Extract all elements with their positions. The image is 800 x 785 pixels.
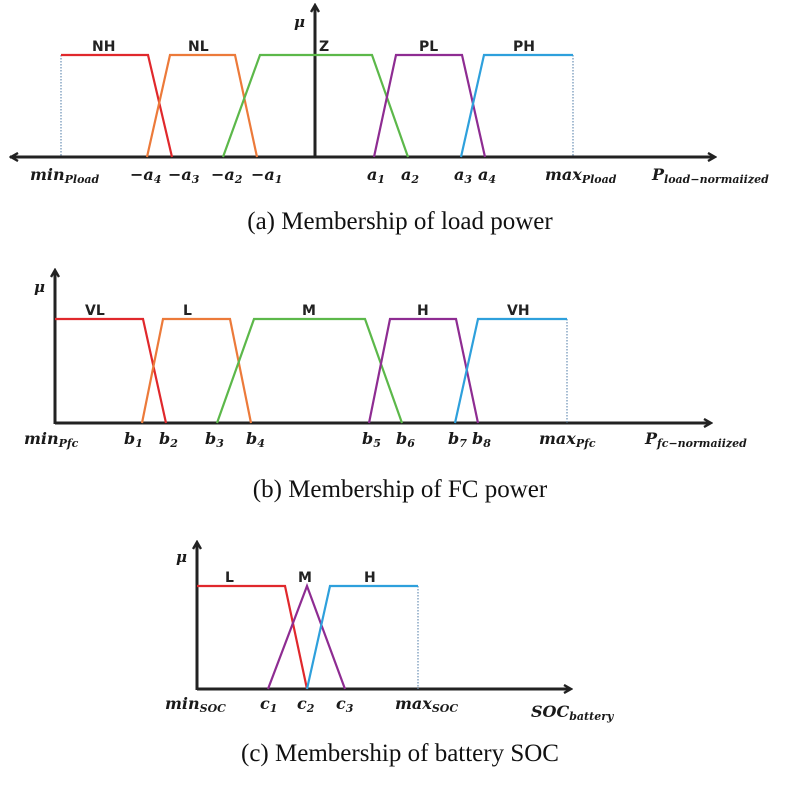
mf-m bbox=[215, 317, 404, 424]
mf-l bbox=[197, 584, 309, 690]
tick-min-pload: minPload bbox=[30, 165, 100, 186]
mu-label: μ bbox=[294, 13, 305, 31]
set-label-vh: VH bbox=[507, 303, 530, 319]
tick-min-pfc: minPfc bbox=[24, 429, 79, 450]
set-label-z: Z bbox=[319, 39, 329, 55]
mf-vh bbox=[453, 317, 567, 424]
tick-max-pload: maxPload bbox=[545, 165, 617, 186]
caption-a: (a) Membership of load power bbox=[247, 208, 553, 235]
tick-b5: b5 bbox=[362, 429, 381, 450]
chart-c-battery-soc: μ L M H minSOC c1 c2 c3 maxSOC SOCbatter… bbox=[165, 530, 615, 723]
mf-h bbox=[367, 317, 480, 424]
mf-h bbox=[305, 584, 418, 690]
tick-c2: c2 bbox=[297, 694, 315, 715]
caption-b: (b) Membership of FC power bbox=[252, 476, 548, 503]
tick-neg-a1: −a1 bbox=[251, 165, 282, 186]
tick-b4: b4 bbox=[246, 429, 265, 450]
tick-b8: b8 bbox=[472, 429, 491, 450]
mf-nl bbox=[145, 53, 259, 158]
tick-b6: b6 bbox=[396, 429, 415, 450]
mf-vl bbox=[55, 317, 168, 424]
tick-a3: a3 bbox=[454, 165, 472, 186]
set-label-l: L bbox=[183, 303, 192, 319]
tick-b2: b2 bbox=[159, 429, 178, 450]
set-label-vl: VL bbox=[85, 303, 105, 319]
set-label-m: M bbox=[302, 303, 316, 319]
set-label-l: L bbox=[225, 570, 234, 586]
mf-l bbox=[140, 317, 253, 424]
caption-c: (c) Membership of battery SOC bbox=[241, 740, 559, 767]
x-axis-label: Pfc−normaiized bbox=[644, 429, 747, 450]
tick-c1: c1 bbox=[260, 694, 277, 715]
tick-b3: b3 bbox=[205, 429, 224, 450]
mf-m bbox=[266, 582, 347, 690]
tick-a4: a4 bbox=[478, 165, 496, 186]
set-label-nl: NL bbox=[188, 39, 209, 55]
mu-label: μ bbox=[176, 548, 187, 566]
mf-ph bbox=[459, 53, 573, 158]
tick-b1: b1 bbox=[124, 429, 143, 450]
tick-neg-a3: −a3 bbox=[168, 165, 200, 186]
chart-a-load-power: μ NH NL Z PL PH minPload −a4 −a3 −a2 −a1… bbox=[0, 0, 769, 186]
tick-max-soc: maxSOC bbox=[395, 694, 458, 715]
chart-b-fc-power: μ VL L M H VH minPfc b1 b2 b3 b4 b5 b6 b… bbox=[24, 260, 747, 450]
x-axis-label: SOCbattery bbox=[531, 702, 615, 723]
tick-c3: c3 bbox=[336, 694, 354, 715]
set-label-nh: NH bbox=[92, 39, 115, 55]
mu-label: μ bbox=[34, 278, 45, 296]
tick-b7: b7 bbox=[448, 429, 467, 450]
tick-max-pfc: maxPfc bbox=[539, 429, 596, 450]
mf-nh bbox=[61, 53, 174, 158]
tick-min-soc: minSOC bbox=[165, 694, 226, 715]
set-label-h: H bbox=[364, 570, 376, 586]
mf-z bbox=[221, 53, 410, 158]
set-label-h: H bbox=[417, 303, 429, 319]
tick-a1: a1 bbox=[367, 165, 385, 186]
x-axis-label: Pload−normaiized bbox=[651, 165, 769, 186]
tick-neg-a2: −a2 bbox=[211, 165, 243, 186]
tick-neg-a4: −a4 bbox=[130, 165, 161, 186]
set-label-m: M bbox=[298, 570, 312, 586]
tick-a2: a2 bbox=[401, 165, 419, 186]
set-label-ph: PH bbox=[513, 39, 535, 55]
set-label-pl: PL bbox=[419, 39, 438, 55]
